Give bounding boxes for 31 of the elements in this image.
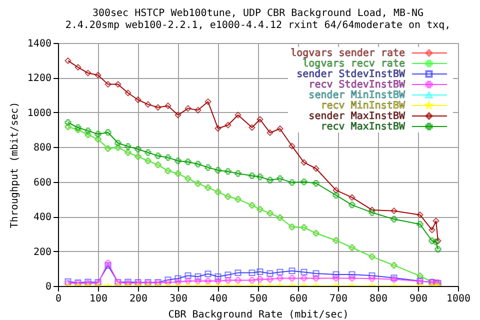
y-tick-label: 1200: [27, 73, 52, 84]
y-tick-label: 400: [33, 212, 52, 224]
x-tick-label: 400: [209, 294, 228, 304]
legend-label: sender StdevInstBW: [296, 69, 406, 80]
x-tick-label: 500: [249, 294, 268, 304]
x-tick-label: 100: [89, 294, 108, 304]
legend-label: logvars recv rate: [302, 58, 405, 70]
x-tick-label: 0: [55, 294, 62, 304]
y-tick-label: 1000: [27, 108, 52, 119]
x-tick-label: 600: [289, 294, 308, 304]
y-tick-label: 200: [33, 246, 52, 258]
x-tick-label: 300: [169, 294, 188, 304]
y-tick-label: 0: [45, 282, 52, 292]
legend-label: sender MinInstBW: [308, 90, 406, 101]
legend-label: recv StdevInstBW: [308, 80, 406, 90]
y-tick-label: 800: [33, 142, 52, 154]
x-tick-label: 200: [129, 294, 148, 304]
x-tick-label: 800: [369, 294, 388, 304]
y-tick-label: 600: [33, 177, 52, 188]
x-tick-label: 1000: [446, 294, 471, 304]
legend-label: sender MaxInstBW: [308, 111, 406, 122]
legend-label: recv MaxInstBW: [320, 122, 406, 132]
text: 2.4.20smp web100-2.2.1, e1000-4.4.12 rxint 64/64moderate on txq,: [65, 20, 451, 31]
legend-label: recv MinInstBW: [320, 100, 406, 112]
legend-label: logvars sender rate: [290, 48, 405, 59]
x-tick-label: 700: [329, 294, 348, 304]
x-tick-label: 900: [409, 294, 428, 304]
y-tick-label: 1400: [27, 38, 52, 50]
text: 300sec HSTCP Web100tune, UDP CBR Background Load, MB-NG: [92, 8, 424, 19]
y-axis-title: Throughput (mbit/sec): [9, 102, 20, 228]
x-axis-title: CBR Background Rate (mbit/sec): [168, 310, 349, 320]
